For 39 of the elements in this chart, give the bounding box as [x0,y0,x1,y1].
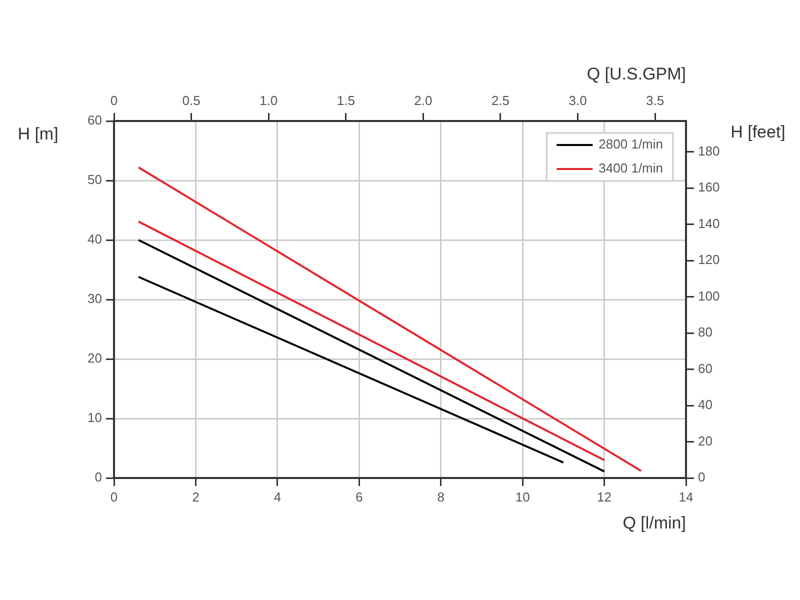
y-tick-label: 40 [88,232,102,247]
x-tick-label: 4 [274,489,282,504]
y-axis-title: H [m] [18,124,58,144]
x2-tick-label: 3.5 [646,92,664,108]
y2-tick-label: 20 [698,433,712,448]
y-tick-label: 30 [88,291,102,306]
legend-label: 2800 1/min [598,136,664,152]
x-tick-label: 8 [437,489,444,504]
y2-tick-label: 60 [698,360,712,376]
x-tick-label: 12 [597,489,612,504]
x2-tick-label: 3.0 [568,92,587,108]
y2-tick-label: 160 [698,180,720,195]
x-tick-label: 6 [356,489,363,504]
y2-tick-label: 120 [698,252,720,268]
x2-tick-label: 0.5 [182,92,200,108]
x2-tick-label: 0 [110,92,118,108]
x-tick-label: 2 [192,489,200,504]
x2-tick-label: 2.0 [414,92,432,108]
x-tick-label: 10 [515,489,530,504]
y-tick-label: 60 [88,112,102,128]
y-tick-label: 0 [94,470,102,485]
y-tick-label: 20 [88,350,102,366]
x2-tick-label: 1.5 [336,92,355,108]
y2-tick-label: 140 [698,216,720,231]
y2-tick-label: 0 [698,470,706,485]
x-tick-label: 0 [110,489,118,504]
x2-tick-label: 2.5 [491,92,510,108]
y2-axis-title: H [feet] [730,122,786,142]
x-tick-label: 14 [678,489,694,504]
y2-tick-label: 180 [698,143,720,158]
x2-tick-label: 1.0 [260,92,278,108]
legend-label: 3400 1/min [598,160,664,176]
y2-tick-label: 100 [698,288,720,304]
x-axis-title: Q [l/min] [622,514,686,533]
y-tick-label: 10 [88,410,102,426]
y2-tick-label: 40 [698,397,712,412]
y2-tick-label: 80 [698,324,712,340]
x2-axis-title: Q [U.S.GPM] [586,64,686,84]
y-tick-label: 50 [88,172,102,188]
